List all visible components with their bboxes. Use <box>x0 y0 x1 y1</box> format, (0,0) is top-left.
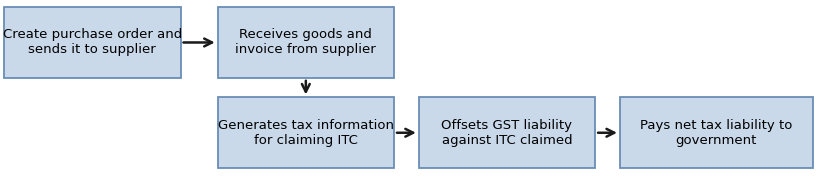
Text: Offsets GST liability
against ITC claimed: Offsets GST liability against ITC claime… <box>442 119 572 147</box>
FancyBboxPatch shape <box>218 7 394 78</box>
Text: Pays net tax liability to
government: Pays net tax liability to government <box>640 119 792 147</box>
Text: Create purchase order and
sends it to supplier: Create purchase order and sends it to su… <box>2 28 182 56</box>
FancyBboxPatch shape <box>620 97 813 168</box>
Text: Generates tax information
for claiming ITC: Generates tax information for claiming I… <box>218 119 394 147</box>
FancyBboxPatch shape <box>218 97 394 168</box>
FancyBboxPatch shape <box>419 97 595 168</box>
Text: Receives goods and
invoice from supplier: Receives goods and invoice from supplier <box>236 28 376 56</box>
FancyBboxPatch shape <box>4 7 181 78</box>
